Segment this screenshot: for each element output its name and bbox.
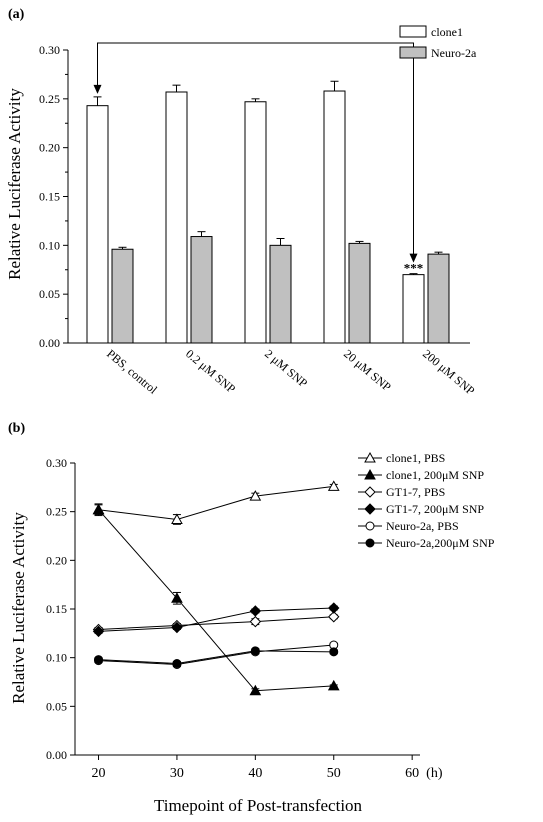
b-data-point <box>171 621 183 634</box>
b-legend-marker <box>364 451 376 463</box>
a-x-tick-label: PBS, control <box>104 347 160 398</box>
panel-a-label: (a) <box>8 7 25 22</box>
panel-a-bar-chart: (a) Relative Luciferase Activity 0.00 0.0… <box>5 7 478 398</box>
b-legend-marker <box>364 468 376 480</box>
a-legend-label: clone1 <box>431 25 463 39</box>
b-x-tick-label: 20 <box>92 766 106 781</box>
b-data-point <box>172 659 182 669</box>
a-bar <box>86 105 109 344</box>
panel-b-x-axis-label: Timepoint of Post-transfection <box>154 796 363 815</box>
b-legend-marker <box>364 486 376 498</box>
b-data-point <box>171 513 183 524</box>
b-legend-marker <box>365 521 375 531</box>
a-significance-annotation: *** <box>404 261 424 276</box>
b-data-point <box>249 605 262 617</box>
b-series-line <box>98 485 334 520</box>
a-comparison-bracket <box>97 42 414 260</box>
b-y-tick-label: 0.05 <box>46 699 67 713</box>
b-x-tick-label: 30 <box>170 766 184 781</box>
a-bar <box>244 101 267 344</box>
panel-b-line-chart: (b) Relative Luciferase Activity Timepoi… <box>8 421 495 815</box>
b-legend-marker <box>364 503 376 515</box>
a-legend-swatch <box>399 46 427 59</box>
b-data-point <box>94 655 104 665</box>
a-bracket-arrowhead <box>93 84 102 94</box>
b-x-tick-label: 40 <box>248 766 262 781</box>
b-x-unit-label: (h) <box>426 766 443 781</box>
b-legend-label: GT1-7, 200μM SNP <box>386 502 484 516</box>
b-data-point <box>249 684 262 696</box>
a-y-tick-label: 0.05 <box>39 287 60 301</box>
b-legend-label: GT1-7, PBS <box>386 485 445 499</box>
b-series-line <box>98 650 334 665</box>
b-legend-label: Neuro-2a,200μM SNP <box>386 536 495 550</box>
panel-a-y-axis-label: Relative Luciferase Activity <box>5 88 24 280</box>
b-y-tick-label: 0.20 <box>46 553 67 567</box>
b-y-tick-label: 0.10 <box>46 651 67 665</box>
b-series-line <box>98 607 334 632</box>
b-series-line <box>98 616 334 630</box>
panel-b-label: (b) <box>8 421 25 436</box>
b-data-point <box>328 611 340 623</box>
b-y-tick-label: 0.15 <box>46 602 67 616</box>
b-series-line <box>98 509 334 692</box>
a-y-tick-label: 0.10 <box>39 238 60 252</box>
a-x-tick-label: 2 μM SNP <box>262 347 310 391</box>
b-data-point <box>250 646 260 656</box>
b-series-line <box>98 644 334 665</box>
b-y-tick-label: 0.00 <box>46 748 67 762</box>
b-legend-marker <box>365 538 375 548</box>
a-y-tick-label: 0.15 <box>39 190 60 204</box>
b-x-tick-label: 60 <box>405 766 419 781</box>
a-bar <box>323 90 346 344</box>
b-legend-label: clone1, PBS <box>386 451 445 465</box>
a-bar <box>165 91 188 344</box>
a-bar <box>190 236 213 344</box>
a-bar <box>427 253 450 344</box>
b-data-point <box>329 647 339 657</box>
b-data-point <box>249 490 262 501</box>
a-y-tick-label: 0.20 <box>39 141 60 155</box>
b-data-point <box>328 602 340 614</box>
b-data-point <box>171 592 183 603</box>
a-legend-label: Neuro-2a <box>431 46 477 60</box>
b-legend-label: Neuro-2a, PBS <box>386 519 459 533</box>
panel-b-y-axis-label: Relative Luciferase Activity <box>9 512 28 704</box>
b-data-point <box>249 615 262 628</box>
b-x-tick-label: 50 <box>327 766 341 781</box>
a-legend-swatch <box>399 25 427 38</box>
b-legend-label: clone1, 200μM SNP <box>386 468 484 482</box>
b-data-point <box>327 679 340 691</box>
a-x-tick-label: 0.2 μM SNP <box>183 347 238 397</box>
a-bracket-arrowhead <box>409 253 418 263</box>
b-data-point <box>92 625 105 638</box>
b-data-point <box>327 480 340 491</box>
a-x-tick-label: 200 μM SNP <box>420 347 478 399</box>
a-bar <box>269 244 292 344</box>
a-y-tick-label: 0.25 <box>39 92 60 106</box>
b-y-tick-label: 0.30 <box>46 456 67 470</box>
a-y-tick-label: 0.30 <box>39 43 60 57</box>
a-x-tick-label: 20 μM SNP <box>341 347 394 395</box>
b-data-point <box>92 503 105 515</box>
b-y-tick-label: 0.25 <box>46 505 67 519</box>
a-bar <box>348 242 371 344</box>
a-bar <box>402 274 425 344</box>
a-y-tick-label: 0.00 <box>39 336 60 350</box>
a-bar <box>111 248 134 344</box>
